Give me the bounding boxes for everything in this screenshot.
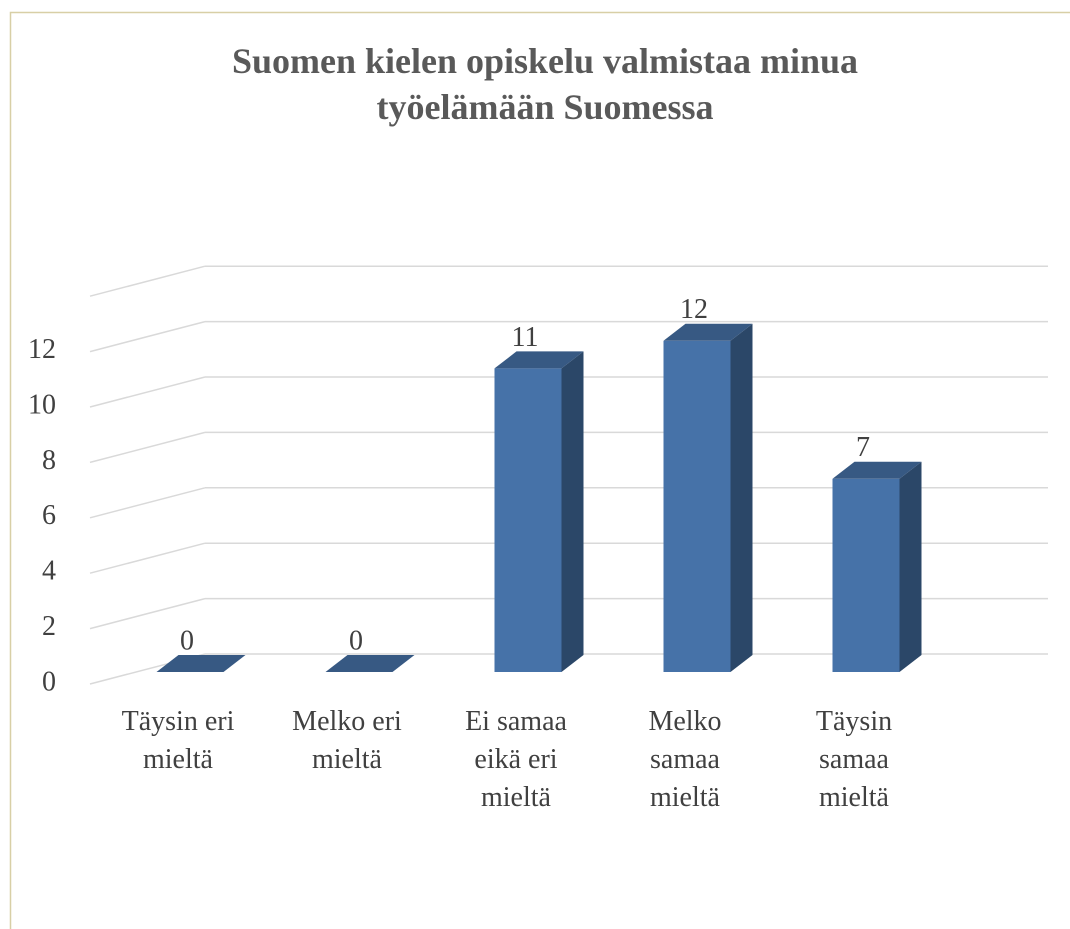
frame bbox=[9, 11, 1070, 929]
data-label: 0 bbox=[180, 625, 194, 656]
bar-top bbox=[156, 655, 246, 672]
data-label: 11 bbox=[512, 322, 539, 353]
grid-line bbox=[89, 376, 206, 408]
bar-top bbox=[325, 655, 415, 672]
grid-line bbox=[89, 597, 206, 630]
x-tick-label: Melko eri mieltä bbox=[292, 706, 402, 775]
bar-top bbox=[663, 323, 753, 341]
bar bbox=[494, 368, 562, 672]
y-tick-label: 12 bbox=[28, 334, 56, 365]
grid-line bbox=[89, 265, 206, 297]
grid-line bbox=[89, 542, 206, 574]
bar-top bbox=[494, 351, 584, 369]
grid-line bbox=[89, 487, 206, 519]
bar-side bbox=[899, 461, 922, 672]
y-tick-label: 10 bbox=[28, 389, 56, 420]
x-tick-label: Ei samaa eikä eri mieltä bbox=[465, 706, 567, 813]
y-tick-label: 8 bbox=[42, 445, 56, 476]
data-label: 12 bbox=[680, 294, 708, 325]
data-label: 7 bbox=[856, 432, 870, 463]
bar-top bbox=[832, 461, 922, 479]
grid-line bbox=[89, 431, 206, 464]
y-tick-label: 0 bbox=[42, 666, 56, 697]
data-label: 0 bbox=[349, 625, 363, 656]
y-tick-label: 2 bbox=[42, 611, 56, 642]
chart-title: Suomen kielen opiskelu valmistaa minua t… bbox=[231, 41, 859, 127]
bar bbox=[663, 340, 731, 672]
grid-line bbox=[89, 320, 206, 353]
bar bbox=[832, 478, 900, 672]
bar-side bbox=[730, 323, 753, 672]
x-tick-label: Täysin samaa mieltä bbox=[815, 706, 893, 813]
y-tick-label: 6 bbox=[42, 500, 56, 531]
x-tick-label: Melko samaa mieltä bbox=[648, 706, 722, 813]
x-tick-label: Täysin eri mieltä bbox=[121, 706, 235, 775]
bar-side bbox=[561, 351, 584, 672]
y-tick-label: 4 bbox=[42, 556, 56, 587]
